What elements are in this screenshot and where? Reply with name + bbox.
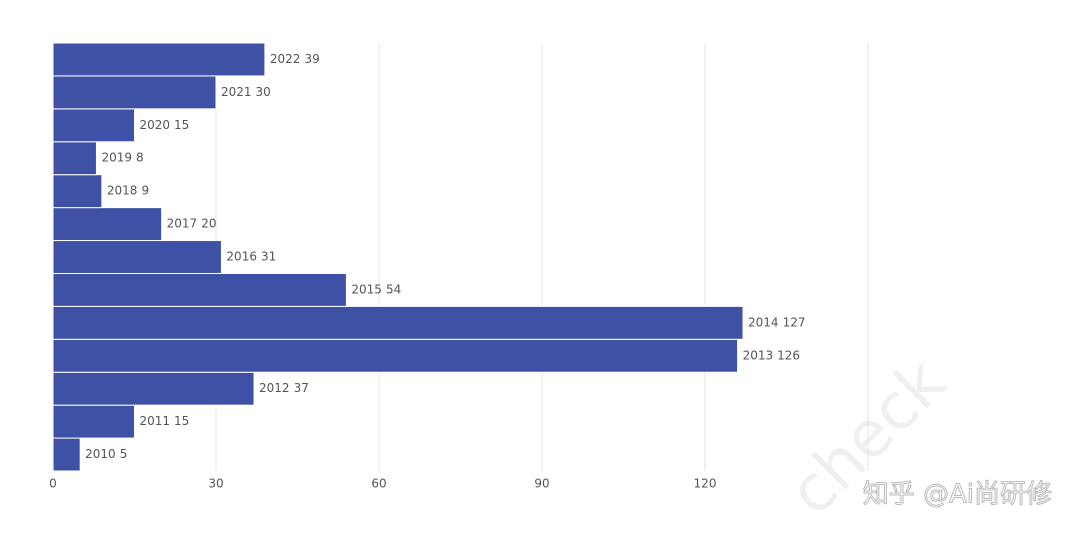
bar	[52, 305, 744, 340]
data-label: 126	[777, 348, 800, 362]
data-label: 15	[174, 414, 189, 428]
data-label: 20	[201, 217, 216, 231]
data-label: 8	[136, 151, 144, 165]
bar-category-label: 2019	[101, 151, 132, 165]
bar-category-label: 2020	[140, 118, 171, 132]
data-label: 9	[141, 184, 149, 198]
x-tick-label: 90	[534, 477, 549, 491]
bar-category-label: 2012	[259, 381, 290, 395]
bar	[52, 338, 739, 373]
data-label: 15	[174, 118, 189, 132]
bar-category-label: 2018	[107, 184, 138, 198]
bar-category-label: 2021	[221, 85, 252, 99]
x-tick-label: 30	[208, 477, 223, 491]
data-label: 5	[120, 447, 128, 461]
data-label: 54	[386, 282, 401, 296]
data-label: 31	[261, 250, 276, 264]
x-tick-label: 0	[49, 477, 57, 491]
bar-category-label: 2011	[140, 414, 171, 428]
bar	[52, 240, 222, 274]
bar	[52, 108, 135, 143]
bar	[52, 141, 97, 176]
x-tick-label: 120	[694, 477, 717, 491]
bar-category-label: 2010	[85, 447, 116, 461]
data-label: 127	[783, 315, 806, 329]
bar-category-label: 2014	[748, 315, 779, 329]
x-tick-label: 60	[371, 477, 386, 491]
bar	[52, 404, 135, 439]
bar	[52, 174, 103, 209]
bar-category-label: 2017	[167, 217, 198, 231]
bar	[52, 272, 347, 307]
bar	[52, 42, 266, 77]
data-label: 30	[256, 85, 271, 99]
watermark: 知乎 @Ai尚研修	[863, 480, 1052, 510]
bar	[52, 207, 163, 242]
bar	[52, 75, 217, 110]
bar-category-label: 2015	[351, 282, 382, 296]
data-label: 39	[304, 52, 319, 66]
bar	[52, 437, 81, 472]
bar-category-label: 2013	[743, 348, 774, 362]
bar	[52, 371, 255, 406]
data-label: 37	[294, 381, 309, 395]
bar-category-label: 2022	[270, 52, 301, 66]
bar-category-label: 2016	[226, 250, 257, 264]
